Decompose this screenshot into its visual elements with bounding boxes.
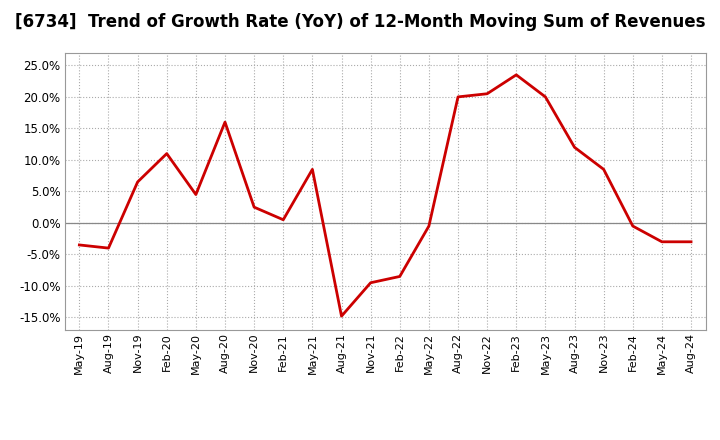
Text: [6734]  Trend of Growth Rate (YoY) of 12-Month Moving Sum of Revenues: [6734] Trend of Growth Rate (YoY) of 12-… bbox=[14, 13, 706, 31]
